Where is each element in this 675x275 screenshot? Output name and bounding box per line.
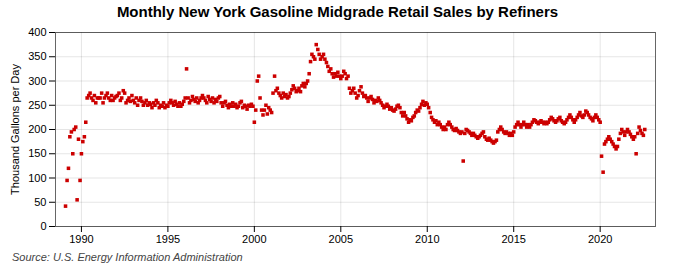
- svg-text:200: 200: [28, 123, 46, 135]
- svg-text:2000: 2000: [242, 233, 266, 245]
- svg-text:350: 350: [28, 50, 46, 62]
- svg-text:400: 400: [28, 26, 46, 38]
- svg-text:0: 0: [40, 220, 46, 232]
- svg-text:250: 250: [28, 99, 46, 111]
- svg-text:2010: 2010: [415, 233, 439, 245]
- html-text:Source: U.S. Energy Informatio: Source: U.S. Energy Information Administ…: [12, 251, 243, 263]
- svg-text:150: 150: [28, 147, 46, 159]
- svg-text:100: 100: [28, 172, 46, 184]
- html-text:Monthly New York Gasoline Midg: Monthly New York Gasoline Midgrade Retai…: [116, 3, 559, 20]
- svg-text:1990: 1990: [69, 233, 93, 245]
- svg-text:Thousand Gallons per Day: Thousand Gallons per Day: [9, 64, 21, 195]
- svg-text:2020: 2020: [588, 233, 612, 245]
- svg-text:50: 50: [34, 196, 46, 208]
- svg-text:1995: 1995: [156, 233, 180, 245]
- svg-text:2015: 2015: [501, 233, 525, 245]
- svg-text:300: 300: [28, 75, 46, 87]
- svg-text:2005: 2005: [329, 233, 353, 245]
